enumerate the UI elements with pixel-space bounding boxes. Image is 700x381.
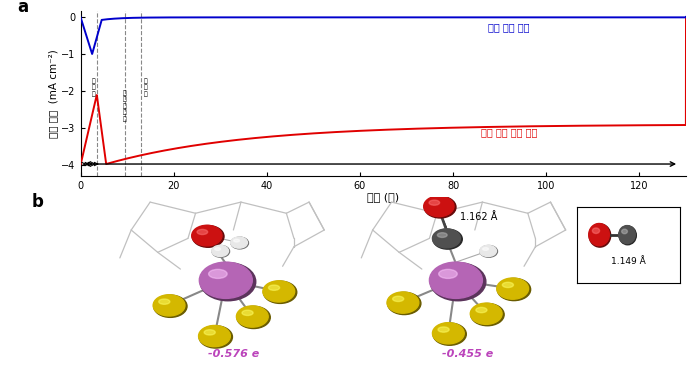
Text: a: a bbox=[17, 0, 28, 16]
Y-axis label: 전류 밀도  (mA cm⁻²): 전류 밀도 (mA cm⁻²) bbox=[48, 50, 59, 138]
Text: 기
준
점: 기 준 점 bbox=[144, 78, 147, 97]
Text: 단일 원자 백금 촉매: 단일 원자 백금 촉매 bbox=[481, 127, 537, 137]
Text: 기
준
점: 기 준 점 bbox=[92, 78, 95, 97]
Text: 상용 백금 촉매: 상용 백금 촉매 bbox=[489, 22, 530, 32]
Text: b: b bbox=[32, 193, 44, 211]
X-axis label: 시간 (분): 시간 (분) bbox=[368, 192, 399, 202]
Text: 일
산
화
탄
선: 일 산 화 탄 선 bbox=[122, 90, 126, 122]
